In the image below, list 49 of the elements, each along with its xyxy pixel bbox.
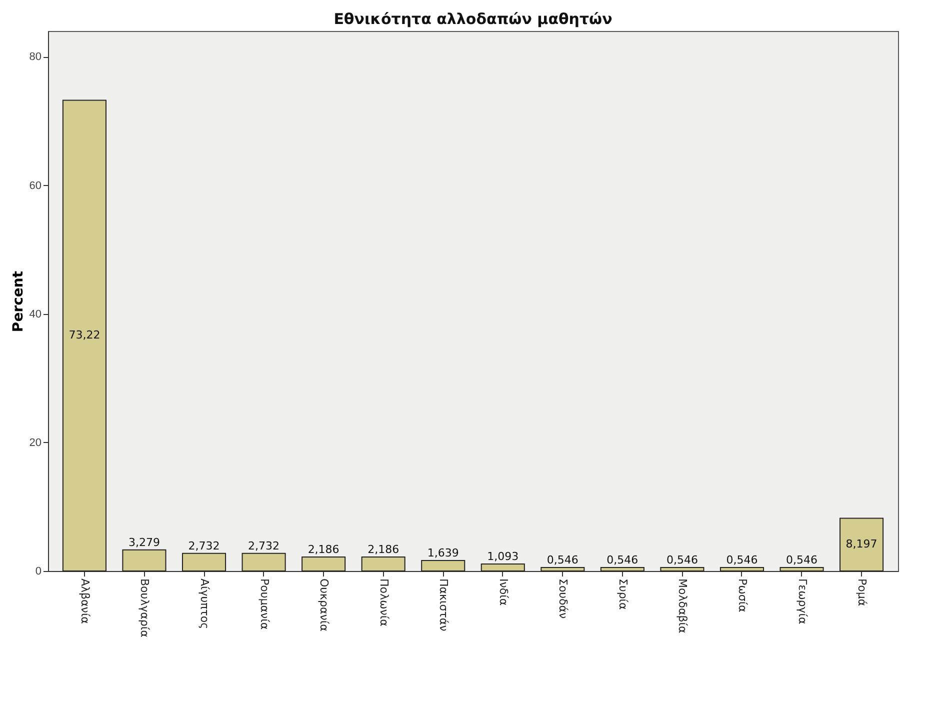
data-label: 0,546 bbox=[546, 553, 578, 566]
x-tick-label: Αίγυπτος bbox=[198, 578, 212, 630]
data-label: 0,546 bbox=[606, 553, 638, 566]
x-tick-label: Ουκρανία bbox=[318, 578, 331, 632]
bar bbox=[600, 566, 644, 572]
y-axis-title: Percent bbox=[10, 270, 26, 332]
y-tick-label: 80 bbox=[29, 51, 42, 64]
data-label: 3,279 bbox=[128, 536, 160, 549]
x-tick-label: Πακιστάν bbox=[437, 578, 450, 632]
bar bbox=[480, 563, 525, 572]
data-label: 2,732 bbox=[188, 539, 220, 552]
data-label: 1,639 bbox=[427, 546, 459, 560]
data-label: 2,732 bbox=[248, 539, 280, 552]
bar bbox=[660, 566, 704, 572]
y-tick-label: 0 bbox=[35, 566, 42, 578]
x-tick-label: Μολδαβία bbox=[676, 578, 690, 634]
data-label: 2,186 bbox=[368, 542, 400, 556]
y-tick-label: 60 bbox=[29, 180, 42, 192]
data-label: 1,093 bbox=[487, 550, 519, 563]
x-tick-label: Γεωργία bbox=[796, 578, 809, 624]
x-tick-label: Συρία bbox=[616, 578, 630, 610]
data-label: 2,186 bbox=[308, 542, 340, 556]
y-tick-label: 40 bbox=[29, 308, 42, 320]
bar bbox=[62, 100, 106, 572]
chart-title: Εθνικότητα αλλοδαπών μαθητών bbox=[334, 10, 612, 28]
bar bbox=[421, 560, 466, 572]
x-tick-label: Σουδάν bbox=[556, 578, 570, 619]
x-tick-label: Ινδία bbox=[496, 578, 510, 606]
bar bbox=[122, 549, 166, 572]
data-label: 8,197 bbox=[846, 538, 878, 551]
data-label: 0,546 bbox=[786, 553, 818, 566]
bar bbox=[540, 566, 585, 572]
bar bbox=[780, 566, 824, 572]
x-tick-label: Ρομά bbox=[856, 578, 869, 606]
x-tick-label: Πολωνία bbox=[377, 578, 390, 626]
data-label: 0,546 bbox=[726, 553, 758, 566]
x-tick-label: Ρωσία bbox=[736, 578, 749, 612]
x-tick-label: Αλβανία bbox=[78, 578, 92, 624]
data-label: 0,546 bbox=[666, 553, 698, 566]
y-tick-label: 20 bbox=[29, 436, 42, 449]
bar bbox=[840, 518, 884, 572]
bar bbox=[182, 552, 226, 572]
bar bbox=[302, 556, 346, 572]
bar bbox=[720, 566, 764, 572]
x-tick-label: Ρουμανία bbox=[258, 578, 271, 630]
bar bbox=[361, 556, 406, 572]
x-tick-label: Βουλγαρία bbox=[138, 578, 152, 638]
bar bbox=[242, 552, 286, 572]
data-label: 73,22 bbox=[68, 328, 100, 342]
